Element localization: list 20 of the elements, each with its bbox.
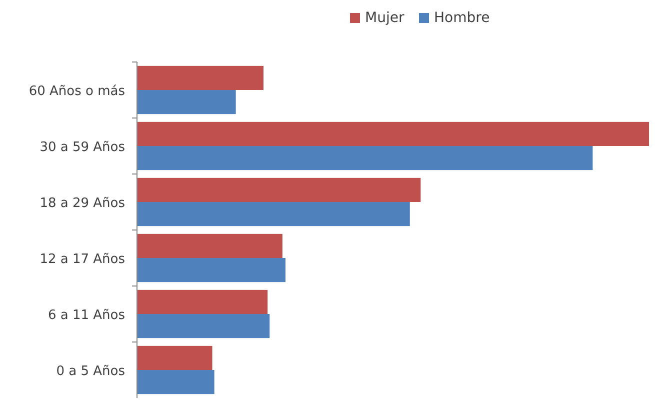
bar — [137, 178, 421, 202]
bar — [137, 234, 282, 258]
bar — [137, 290, 268, 314]
y-tick-label: 12 a 17 Años — [40, 252, 126, 267]
bar — [137, 146, 593, 170]
y-tick-label: 30 a 59 Años — [40, 140, 126, 155]
bar — [137, 122, 649, 146]
bar — [137, 202, 410, 226]
bar — [137, 346, 212, 370]
y-tick-label: 0 a 5 Años — [56, 364, 126, 379]
y-tick-label: 6 a 11 Años — [48, 308, 126, 323]
legend-label: Mujer — [365, 10, 404, 26]
y-tick-label: 18 a 29 Años — [40, 196, 126, 211]
legend-label: Hombre — [434, 10, 490, 26]
bar — [137, 90, 236, 114]
bar — [137, 66, 264, 90]
y-tick-label: 60 Años o más — [28, 84, 126, 99]
bar — [137, 370, 214, 394]
bar — [137, 314, 270, 338]
bar — [137, 258, 286, 282]
